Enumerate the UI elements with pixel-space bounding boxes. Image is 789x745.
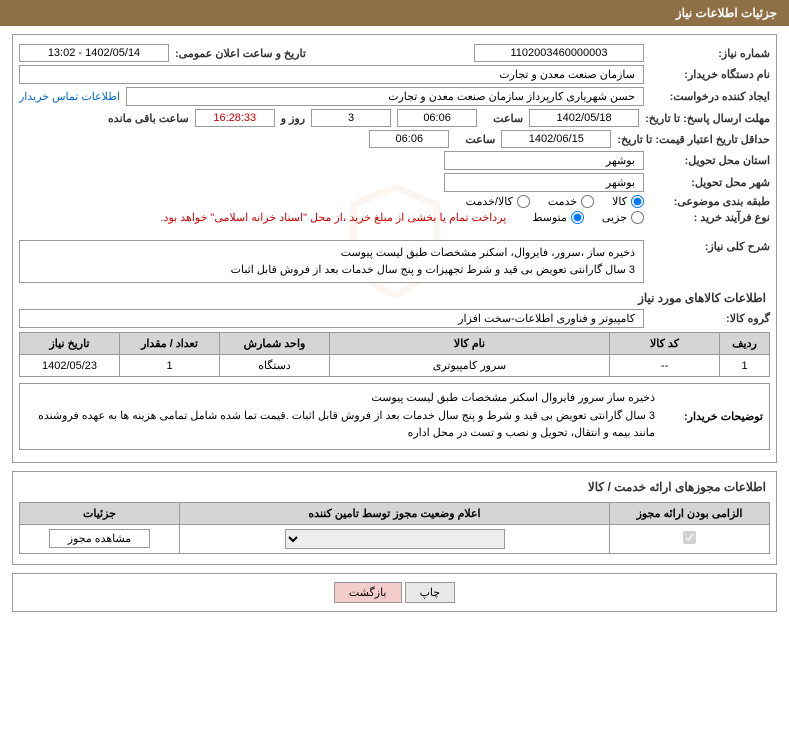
license-status-select[interactable] [285, 529, 505, 549]
cell-unit: دستگاه [220, 355, 330, 377]
hours-remain-value: 16:28:33 [195, 109, 275, 127]
response-time-value: 06:06 [397, 109, 477, 127]
pt-small-radio[interactable] [631, 211, 644, 224]
need-number-label: شماره نیاز: [650, 47, 770, 60]
general-desc-label: شرح کلی نیاز: [650, 240, 770, 253]
panel-header: جزئیات اطلاعات نیاز [0, 0, 789, 26]
delivery-province-label: استان محل تحویل: [650, 154, 770, 167]
license-mandatory-cell [610, 524, 770, 553]
cell-date: 1402/05/23 [20, 355, 120, 377]
action-buttons-row: چاپ بازگشت [12, 573, 777, 612]
cell-row: 1 [720, 355, 770, 377]
cat-goods-radio[interactable] [631, 195, 644, 208]
th-status: اعلام وضعیت مجوز توسط تامین کننده [180, 502, 610, 524]
requester-label: ایجاد کننده درخواست: [650, 90, 770, 103]
goods-group-value: کامپیوتر و فناوری اطلاعات-سخت افزار [19, 309, 644, 328]
announce-datetime-value: 1402/05/14 - 13:02 [19, 44, 169, 62]
goods-table: ردیف کد کالا نام کالا واحد شمارش تعداد /… [19, 332, 770, 377]
th-mandatory: الزامی بودن ارائه مجوز [610, 502, 770, 524]
price-validity-date-value: 1402/06/15 [501, 130, 611, 148]
response-date-value: 1402/05/18 [529, 109, 639, 127]
delivery-city-label: شهر محل تحویل: [650, 176, 770, 189]
license-mandatory-checkbox [683, 531, 696, 544]
th-details: جزئیات [20, 502, 180, 524]
cat-service-option[interactable]: خدمت [548, 195, 594, 208]
cat-goods-option[interactable]: کالا [612, 195, 644, 208]
buyer-contact-link[interactable]: اطلاعات تماس خریدار [19, 90, 120, 103]
th-qty: تعداد / مقدار [120, 333, 220, 355]
table-row: 1 -- سرور کامپیوتری دستگاه 1 1402/05/23 [20, 355, 770, 377]
need-number-value: 1102003460000003 [474, 44, 644, 62]
buyer-org-value: سازمان صنعت معدن و تجارت [19, 65, 644, 84]
cat-goods-service-radio[interactable] [517, 195, 530, 208]
th-code: کد کالا [610, 333, 720, 355]
time-label-1: ساعت [483, 112, 523, 125]
purchase-note: پرداخت تمام یا بخشی از مبلغ خرید ،از محل… [161, 211, 507, 224]
cell-qty: 1 [120, 355, 220, 377]
buyer-notes-box: توضیحات خریدار: ذخیره ساز سرور فایروال ا… [19, 383, 770, 450]
cat-service-radio[interactable] [581, 195, 594, 208]
th-unit: واحد شمارش [220, 333, 330, 355]
license-table: الزامی بودن ارائه مجوز اعلام وضعیت مجوز … [19, 502, 770, 554]
delivery-city-value: بوشهر [444, 173, 644, 192]
license-status-cell [180, 524, 610, 553]
cat-goods-service-option[interactable]: کالا/خدمت [466, 195, 530, 208]
pt-small-option[interactable]: جزیی [602, 211, 644, 224]
general-desc-value: ذخیره ساز ،سرور، فایروال، اسکنر مشخصات ط… [19, 240, 644, 283]
delivery-province-value: بوشهر [444, 151, 644, 170]
requester-value: حسن شهریاری کارپرداز سازمان صنعت معدن و … [126, 87, 644, 106]
days-remain-value: 3 [311, 109, 391, 127]
remain-label: ساعت باقی مانده [108, 112, 189, 125]
buyer-notes-content: ذخیره ساز سرور فایروال اسکنر مشخصات طبق … [26, 390, 655, 443]
view-license-button[interactable]: مشاهده مجوز [49, 529, 150, 548]
license-row: مشاهده مجوز [20, 524, 770, 553]
pt-medium-option[interactable]: متوسط [532, 211, 584, 224]
license-panel: اطلاعات مجوزهای ارائه خدمت / کالا الزامی… [12, 471, 777, 565]
back-button[interactable]: بازگشت [334, 582, 402, 603]
goods-info-title: اطلاعات کالاهای مورد نیاز [23, 291, 766, 305]
category-radio-group: کالا خدمت کالا/خدمت [466, 195, 644, 208]
th-date: تاریخ نیاز [20, 333, 120, 355]
th-name: نام کالا [330, 333, 610, 355]
panel-title: جزئیات اطلاعات نیاز [676, 6, 777, 20]
days-label: روز و [281, 112, 305, 125]
goods-group-label: گروه کالا: [650, 312, 770, 325]
buyer-org-label: نام دستگاه خریدار: [650, 68, 770, 81]
category-label: طبقه بندی موضوعی: [650, 195, 770, 208]
price-validity-label: حداقل تاریخ اعتبار قیمت: تا تاریخ: [617, 133, 770, 146]
cell-name: سرور کامپیوتری [330, 355, 610, 377]
th-row: ردیف [720, 333, 770, 355]
pt-medium-radio[interactable] [571, 211, 584, 224]
print-button[interactable]: چاپ [405, 582, 456, 603]
license-details-cell: مشاهده مجوز [20, 524, 180, 553]
license-section-title: اطلاعات مجوزهای ارائه خدمت / کالا [23, 480, 766, 494]
price-validity-time-value: 06:06 [369, 130, 449, 148]
purchase-type-radio-group: جزیی متوسط [532, 211, 644, 224]
announce-datetime-label: تاریخ و ساعت اعلان عمومی: [175, 47, 306, 60]
purchase-type-label: نوع فرآیند خرید : [650, 211, 770, 224]
cell-code: -- [610, 355, 720, 377]
main-form-panel: شماره نیاز: 1102003460000003 تاریخ و ساع… [12, 34, 777, 463]
response-deadline-label: مهلت ارسال پاسخ: تا تاریخ: [645, 112, 770, 125]
buyer-notes-label: توضیحات خریدار: [663, 390, 763, 443]
time-label-2: ساعت [455, 133, 495, 146]
